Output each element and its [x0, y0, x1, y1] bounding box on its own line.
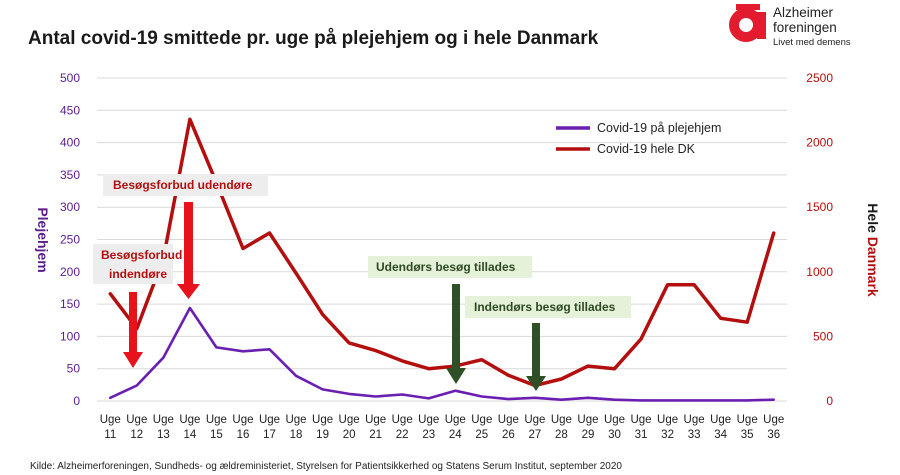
right-axis-ticks: 0 500 1000 1500 2000 2500: [806, 71, 833, 408]
x-tick-label: Uge 32: [657, 414, 678, 441]
x-tick-label: Uge 13: [153, 414, 174, 441]
x-tick-label: Uge 34: [710, 414, 731, 441]
x-tick-label: Uge 14: [179, 414, 200, 441]
x-tick-label: Uge 35: [737, 414, 758, 441]
x-tick-label: Uge 29: [577, 414, 598, 441]
right-tick-label: 1500: [806, 200, 833, 214]
x-tick-label: Uge 18: [285, 414, 306, 441]
legend-label-hele-dk: Covid-19 hele DK: [597, 142, 696, 156]
left-tick-label: 50: [67, 362, 81, 376]
annotation-box: [465, 296, 631, 318]
x-tick-label: Uge 25: [471, 414, 492, 441]
arrow-down-icon: [526, 376, 546, 391]
left-tick-label: 350: [60, 168, 80, 182]
left-tick-label: 150: [60, 297, 80, 311]
x-tick-label: Uge 24: [445, 414, 466, 441]
x-tick-label: Uge 27: [524, 414, 545, 441]
series-line-plejehjem: [109, 306, 776, 402]
gridlines: [97, 77, 787, 402]
annotation-udendoers-besoeg: Udendørs besøg tillades: [368, 256, 532, 384]
right-tick-label: 0: [826, 394, 833, 408]
logo-line1: Alzheimer: [773, 5, 834, 20]
annotation-box: [368, 256, 532, 278]
alzheimer-logo: Alzheimer foreningen Livet med demens: [729, 4, 851, 48]
annotation-box: [103, 174, 268, 196]
x-tick-label: Uge 31: [630, 414, 651, 441]
arrow-shaft: [184, 202, 193, 286]
annotation-text-line1: Besøgsforbud: [101, 248, 182, 262]
right-tick-label: 2500: [806, 71, 833, 85]
x-tick-label: Uge 33: [684, 414, 705, 441]
x-tick-label: Uge 22: [392, 414, 413, 441]
right-tick-label: 500: [813, 329, 833, 343]
left-tick-label: 200: [60, 265, 80, 279]
annotation-text: Besøgsforbud udendøre: [113, 178, 253, 192]
right-axis-label: Hele Danmark: [865, 203, 881, 297]
x-tick-label: Uge 30: [604, 414, 625, 441]
right-tick-label: 1000: [806, 265, 833, 279]
annotation-indendoers-besoeg: Indendørs besøg tillades: [465, 296, 631, 391]
series-line-hele-dk: [108, 117, 776, 388]
x-tick-label: Uge 17: [259, 414, 280, 441]
arrow-shaft: [129, 292, 137, 354]
annotation-text-line2: indendøre: [109, 267, 167, 281]
annotation-besoegsforbud-indendoere: Besøgsforbud indendøre: [93, 244, 182, 368]
x-tick-label: Uge 15: [206, 414, 227, 441]
left-axis-label: Plejehjem: [35, 207, 51, 272]
left-tick-label: 450: [60, 103, 80, 117]
x-tick-label: Uge 21: [365, 414, 386, 441]
arrow-down-icon: [446, 368, 466, 384]
annotation-box: [93, 244, 173, 284]
logo-tagline: Livet med demens: [773, 37, 851, 48]
x-tick-label: Uge 26: [498, 414, 519, 441]
x-tick-label: Uge 28: [551, 414, 572, 441]
right-axis-label-part2: Danmark: [865, 237, 881, 297]
x-tick-label: Uge 11: [100, 414, 121, 441]
left-tick-label: 250: [60, 233, 80, 247]
arrow-down-icon: [123, 352, 143, 368]
annotation-text: Udendørs besøg tillades: [376, 260, 516, 274]
source-note: Kilde: Alzheimerforeningen, Sundheds- og…: [30, 461, 622, 472]
right-tick-label: 2000: [806, 136, 833, 150]
arrow-down-icon: [177, 284, 200, 299]
legend-label-plejehjem: Covid-19 på plejehjem: [597, 121, 721, 135]
chart-title: Antal covid-19 smittede pr. uge på pleje…: [28, 28, 599, 49]
left-tick-label: 0: [73, 394, 80, 408]
left-tick-label: 400: [60, 136, 80, 150]
annotation-text: Indendørs besøg tillades: [474, 300, 616, 314]
x-tick-label: Uge 36: [763, 414, 784, 441]
arrow-shaft: [452, 284, 460, 370]
legend: Covid-19 på plejehjem Covid-19 hele DK: [556, 121, 721, 156]
left-tick-label: 500: [60, 71, 80, 85]
logo-mark-icon: [729, 4, 766, 42]
annotation-besoegsforbud-udendoere: Besøgsforbud udendøre: [103, 174, 268, 299]
left-tick-label: 300: [60, 200, 80, 214]
logo-line2: foreningen: [773, 20, 837, 35]
arrow-shaft: [532, 323, 540, 378]
left-axis-ticks: 0 50 100 150 200 250 300 350 400 450 500: [60, 71, 80, 408]
x-tick-label: Uge 23: [418, 414, 439, 441]
x-tick-label: Uge 12: [126, 414, 147, 441]
left-tick-label: 100: [60, 329, 80, 343]
right-axis-label-part1: Hele: [865, 203, 881, 236]
x-tick-label: Uge 16: [232, 414, 253, 441]
x-tick-label: Uge 20: [339, 414, 360, 441]
x-tick-label: Uge 19: [312, 414, 333, 441]
